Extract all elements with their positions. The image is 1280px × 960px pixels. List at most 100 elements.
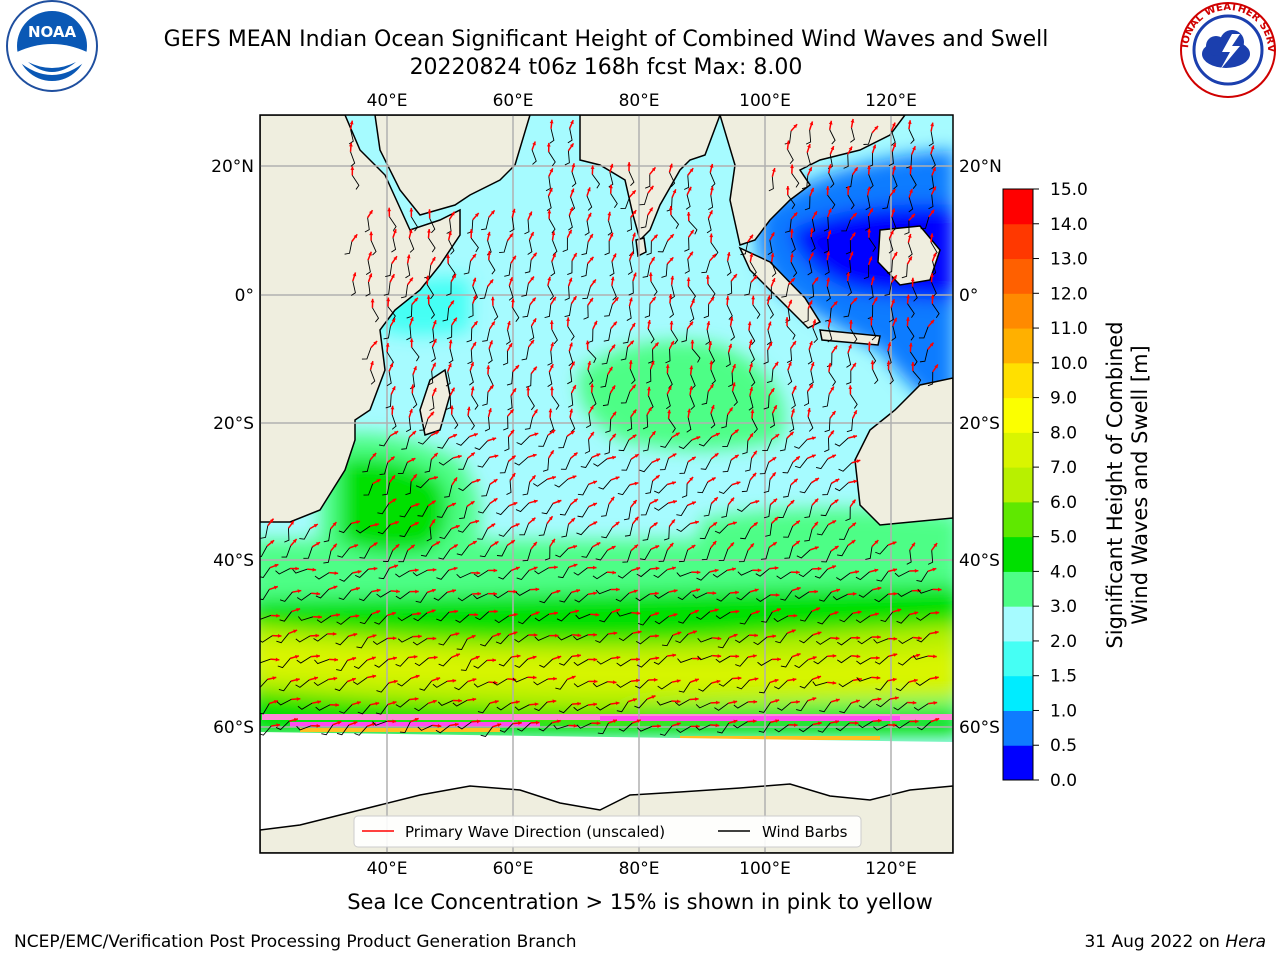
wave-direction-arrowhead: [732, 567, 736, 572]
wind-barb: [533, 678, 549, 686]
wind-barb: [828, 371, 837, 387]
wave-direction-arrowhead: [710, 296, 715, 301]
wave-direction-arrowhead: [297, 589, 302, 594]
wave-direction-arrowhead: [551, 231, 556, 236]
wind-barb: [514, 704, 530, 711]
wave-direction-arrowhead: [934, 364, 938, 369]
wave-direction-arrowhead: [665, 364, 670, 368]
wind-barb: [880, 611, 893, 623]
wind-barb: [555, 679, 568, 690]
wind-barb: [670, 214, 680, 229]
wave-direction-arrowhead: [795, 456, 800, 461]
wave-direction-arrowhead: [552, 475, 556, 480]
wind-barb: [876, 571, 889, 582]
wind-barb: [726, 304, 733, 320]
lon-label-top: 100°E: [739, 91, 791, 111]
wave-direction-arrowhead: [550, 450, 554, 455]
wind-barb: [484, 416, 490, 432]
wind-barb: [397, 636, 413, 643]
wave-direction-arrowhead: [856, 654, 861, 659]
wind-barb: [907, 303, 915, 318]
wind-barb: [710, 413, 716, 429]
wave-direction-arrowhead: [432, 320, 437, 325]
wind-barb: [722, 434, 733, 447]
wave-direction-arrowhead: [369, 231, 374, 236]
wind-barb: [338, 523, 352, 534]
wave-direction-arrowhead: [636, 657, 640, 662]
wave-direction-arrowhead: [677, 631, 682, 636]
colorbar-tick-label: 1.5: [1050, 667, 1077, 687]
wave-direction-arrowhead: [509, 233, 513, 238]
wave-direction-arrowhead: [753, 699, 758, 704]
colorbar-tick-label: 5.0: [1050, 528, 1077, 548]
wind-barb: [784, 546, 794, 559]
wind-barb: [482, 392, 489, 406]
wave-direction-arrowhead: [511, 298, 515, 303]
wind-barb: [845, 506, 851, 522]
wind-barb: [480, 636, 493, 647]
wind-barb: [397, 614, 413, 622]
wind-barb: [299, 528, 311, 540]
wind-barb: [395, 570, 410, 578]
wind-barb: [479, 546, 492, 558]
wave-direction-arrowhead: [636, 566, 641, 571]
wave-direction-arrowhead: [393, 229, 397, 234]
wave-direction-arrowhead: [513, 589, 518, 594]
wind-barb: [415, 478, 430, 489]
wave-direction-arrowhead: [276, 723, 281, 728]
wave-direction-arrowhead: [696, 570, 701, 575]
wind-barb: [296, 592, 312, 601]
wind-barb: [763, 395, 770, 410]
wave-direction-arrowhead: [609, 184, 613, 189]
wind-barb: [918, 326, 929, 339]
wind-barb: [742, 440, 749, 455]
wave-direction-arrowhead: [633, 589, 638, 594]
wind-barb: [467, 415, 475, 431]
wave-direction-arrowhead: [533, 499, 538, 504]
wave-direction-arrowhead: [546, 142, 551, 147]
wave-direction-arrowhead: [867, 165, 871, 170]
wave-direction-arrowhead: [691, 501, 696, 505]
wave-direction-arrowhead: [436, 541, 441, 545]
wind-barb: [898, 637, 914, 645]
wave-direction-arrowhead: [830, 386, 834, 391]
wind-barb: [534, 701, 548, 712]
wind-barb: [509, 217, 515, 233]
wind-barb: [596, 657, 612, 665]
wave-direction-arrowhead: [789, 431, 794, 436]
wind-barb: [521, 347, 530, 361]
wave-direction-arrowhead: [393, 679, 398, 684]
wave-direction-arrowhead: [714, 453, 719, 457]
wave-direction-arrowhead: [828, 208, 832, 213]
wind-barb: [296, 656, 312, 664]
wave-direction-arrowhead: [466, 406, 471, 411]
wind-barb: [557, 634, 573, 641]
wind-barb: [488, 259, 496, 275]
wind-barb: [712, 569, 728, 578]
wave-direction-arrowhead: [632, 272, 637, 277]
wave-direction-arrowhead: [431, 256, 436, 261]
wave-direction-arrowhead: [508, 343, 513, 348]
wind-barb: [623, 506, 632, 521]
wave-direction-arrowhead: [811, 436, 816, 441]
wave-direction-arrowhead: [376, 610, 381, 614]
wave-direction-arrowhead: [411, 458, 416, 462]
wave-direction-arrowhead: [817, 566, 822, 571]
wave-direction-arrowhead: [817, 721, 822, 726]
wind-barb: [794, 591, 810, 600]
wave-direction-arrowhead: [615, 701, 620, 706]
wind-barb: [260, 525, 269, 539]
wind-barb: [865, 546, 873, 560]
wave-direction-arrowhead: [273, 585, 278, 590]
wave-direction-arrowhead: [573, 723, 578, 728]
wave-direction-arrowhead: [654, 342, 659, 347]
wind-barb: [707, 283, 716, 299]
lat-label-right: 20°N: [959, 157, 1002, 177]
wave-direction-arrowhead: [932, 167, 936, 172]
wind-barb: [410, 216, 419, 232]
wind-barb: [545, 176, 551, 192]
wind-barb: [832, 594, 848, 601]
wave-direction-arrowhead: [790, 278, 795, 282]
wind-barb: [481, 484, 491, 497]
colorbar-tick-label: 9.0: [1050, 389, 1077, 409]
